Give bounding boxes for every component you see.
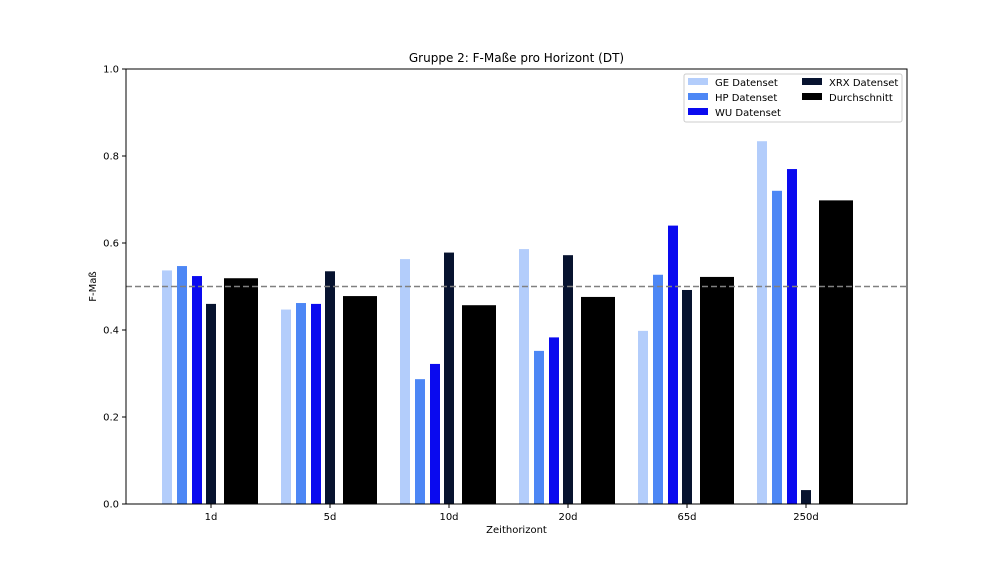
bar-xrx-datenset-65d (682, 289, 692, 504)
legend-label-wu-datenset: WU Datenset (715, 108, 781, 119)
bar-ge-datenset-1d (162, 270, 172, 504)
y-tick-label: 0.6 (103, 239, 119, 250)
x-tick-label: 20d (558, 512, 577, 523)
bar-hp-datenset-20d (534, 350, 544, 504)
bar-ge-datenset-5d (281, 309, 291, 504)
legend-swatch-durchschnitt (802, 93, 822, 100)
bar-wu-datenset-20d (549, 337, 559, 504)
bar-hp-datenset-65d (653, 274, 663, 504)
bar-xrx-datenset-250d (801, 490, 811, 504)
bar-wu-datenset-1d (192, 276, 202, 504)
legend-label-xrx-datenset: XRX Datenset (829, 78, 898, 89)
bar-ge-datenset-65d (638, 330, 648, 504)
y-axis-label: F-Maß (88, 271, 99, 301)
legend: GE Datenset HP Datenset WU Datenset XRX Dat… (683, 73, 903, 123)
bar-durchschnitt-5d (343, 296, 377, 504)
legend-swatch-hp-datenset (688, 93, 708, 100)
legend-label-ge-datenset: GE Datenset (715, 78, 778, 89)
y-tick-label: 0.4 (103, 326, 119, 337)
x-axis-label: Zeithorizont (486, 525, 547, 536)
bar-xrx-datenset-5d (325, 271, 335, 504)
bar-xrx-datenset-20d (563, 255, 573, 504)
bar-xrx-datenset-1d (206, 303, 216, 504)
y-tick-label: 0.8 (103, 152, 119, 163)
bar-durchschnitt-20d (581, 296, 615, 504)
y-tick-label: 0.0 (103, 500, 119, 511)
bar-ge-datenset-250d (757, 141, 767, 504)
bar-hp-datenset-10d (415, 379, 425, 504)
bar-xrx-datenset-10d (444, 252, 454, 504)
legend-box (683, 73, 903, 123)
x-tick-label: 10d (439, 512, 458, 523)
y-tick-label: 1.0 (103, 65, 119, 76)
bar-hp-datenset-1d (177, 266, 187, 504)
axes-group: 0.0 0.2 0.4 0.6 0.8 1.0 1d 5d 10d 20d 65d 250d (103, 65, 908, 523)
x-tick-label: 1d (205, 512, 218, 523)
bar-durchschnitt-250d (819, 200, 853, 504)
legend-label-durchschnitt: Durchschnitt (829, 93, 893, 104)
bar-wu-datenset-65d (668, 225, 678, 504)
bar-hp-datenset-250d (772, 190, 782, 505)
x-tick-label: 5d (324, 512, 337, 523)
legend-swatch-xrx-datenset (802, 78, 822, 85)
legend-swatch-ge-datenset (688, 78, 708, 85)
x-tick-label: 65d (677, 512, 696, 523)
bar-wu-datenset-5d (311, 303, 321, 504)
y-tick-label: 0.2 (103, 413, 119, 424)
bar-durchschnitt-10d (462, 305, 496, 504)
bars-group (162, 141, 853, 505)
bar-ge-datenset-10d (400, 259, 410, 504)
plot-frame (125, 68, 908, 505)
bar-hp-datenset-5d (296, 303, 306, 504)
chart-title: Gruppe 2: F-Maße pro Horizont (DT) (409, 51, 624, 65)
bar-durchschnitt-1d (224, 278, 258, 504)
bar-wu-datenset-10d (430, 363, 440, 504)
legend-swatch-wu-datenset (688, 108, 708, 115)
bar-ge-datenset-20d (519, 249, 529, 504)
legend-label-hp-datenset: HP Datenset (715, 93, 777, 104)
bar-durchschnitt-65d (700, 276, 734, 504)
x-tick-label: 250d (793, 512, 818, 523)
bar-wu-datenset-250d (787, 169, 797, 505)
